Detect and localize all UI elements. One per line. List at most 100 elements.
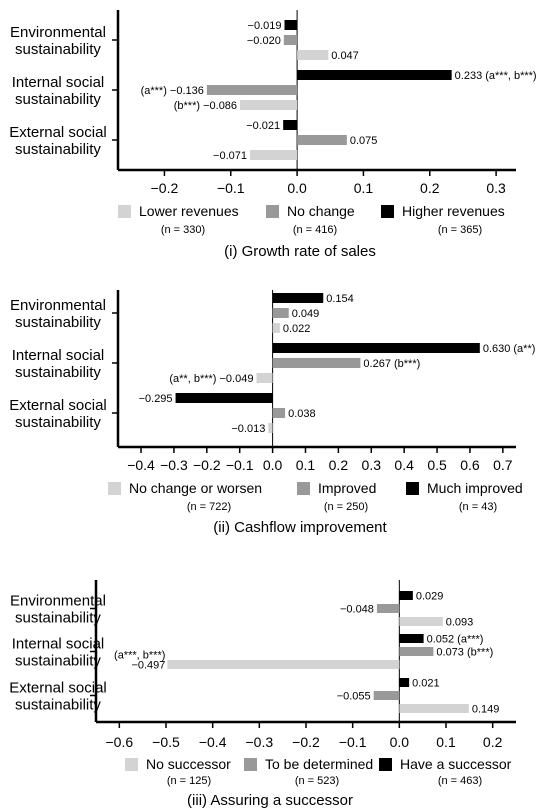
panel2-x-tick-label: 0.7 xyxy=(493,457,513,473)
panel1-data-label: 0.075 xyxy=(350,135,378,147)
panel3-x-tick-label: 0.1 xyxy=(436,734,456,750)
panel3-x-tick-label: −0.5 xyxy=(152,734,180,750)
panel3-legend-label: Have a successor xyxy=(400,756,512,772)
panel2-x-tick-label: −0.3 xyxy=(160,457,188,473)
panel3-category-label: sustainability xyxy=(15,653,101,670)
panel3-data-label: 0.073 (b***) xyxy=(436,647,493,659)
panel1-bar xyxy=(250,150,298,160)
panel2-data-label: 0.267 (b***) xyxy=(363,358,420,370)
panel2-x-tick-label: 0.3 xyxy=(362,457,382,473)
panel1-category-label: sustainability xyxy=(15,91,101,108)
panel1-legend-label: Higher revenues xyxy=(402,203,505,219)
panel3-category-label: Environmental xyxy=(10,593,106,610)
panel1-category-label: sustainability xyxy=(15,141,101,158)
panel2-legend-n: (n = 722) xyxy=(187,501,231,513)
panel1-bar xyxy=(240,100,298,110)
panel3-category-label: sustainability xyxy=(15,610,101,627)
panel3-x-tick-label: −0.2 xyxy=(292,734,320,750)
panel1-category-label: Internal social xyxy=(12,74,105,91)
panel3-legend-swatch xyxy=(244,758,257,771)
panel2-bar xyxy=(272,358,361,368)
panel3-x-tick-label: 0.2 xyxy=(483,734,503,750)
panel1-data-label: 0.233 (a***, b***) xyxy=(455,70,537,82)
panel2-data-label: 0.630 (a**) xyxy=(483,343,536,355)
panel2-x-tick-label: −0.1 xyxy=(226,457,254,473)
panel3-legend-swatch xyxy=(379,758,392,771)
panel3-bar xyxy=(373,691,400,700)
panel3-x-tick-label: −0.1 xyxy=(339,734,367,750)
panel3-x-tick-label: −0.3 xyxy=(246,734,274,750)
panel1-data-label: −0.020 xyxy=(247,35,281,47)
panel3-data-label: 0.021 xyxy=(412,678,440,690)
panel2-legend-swatch xyxy=(297,482,310,495)
panel1-category-label: External social xyxy=(9,124,107,141)
panel1-x-tick-label: 0.0 xyxy=(287,180,307,196)
panel2-category-label: External social xyxy=(9,397,107,414)
panel3-data-label: −0.055 xyxy=(337,691,371,703)
panel1-data-label: −0.071 xyxy=(213,150,247,162)
panel2-bar xyxy=(268,423,273,433)
panel1-x-tick-label: 0.1 xyxy=(354,180,374,196)
panel3-x-tick-label: −0.4 xyxy=(199,734,227,750)
panel2-x-tick-label: 0.6 xyxy=(460,457,480,473)
panel1-bar xyxy=(283,35,298,45)
panel2-bar xyxy=(272,343,480,353)
panel3-bar xyxy=(399,647,434,656)
panel1-category-label: Environmental xyxy=(10,24,106,41)
panel2-category-label: sustainability xyxy=(15,414,101,431)
panel3-bar xyxy=(399,634,424,643)
panel2-data-label: 0.022 xyxy=(283,323,311,335)
panel1-bar xyxy=(284,20,298,30)
panel3-legend-label: To be determined xyxy=(265,756,373,772)
panel2-legend-swatch xyxy=(108,482,121,495)
panel1-data-label: 0.047 xyxy=(331,50,359,62)
panel3-data-label: 0.029 xyxy=(416,591,444,603)
panel2-legend-swatch xyxy=(406,482,419,495)
panel1-data-label: −0.021 xyxy=(246,120,280,132)
panel3-legend-n: (n = 523) xyxy=(295,775,339,787)
panel3-category-label: Internal social xyxy=(12,636,105,653)
panel3-legend-n: (n = 125) xyxy=(167,775,211,787)
panel2-legend-label: No change or worsen xyxy=(129,480,262,496)
panel1-x-tick-label: −0.1 xyxy=(217,180,245,196)
panel3-data-label: −0.048 xyxy=(340,604,374,616)
panel2-x-tick-label: −0.4 xyxy=(127,457,155,473)
panel1-bar xyxy=(283,120,298,130)
panel2-data-label: 0.154 xyxy=(326,293,354,305)
panel1-legend-swatch xyxy=(266,205,279,218)
panel3-legend-label: No successor xyxy=(146,756,231,772)
panel2-x-tick-label: 0.1 xyxy=(296,457,316,473)
panel3-legend-swatch xyxy=(125,758,138,771)
panel1-x-tick-label: 0.2 xyxy=(420,180,440,196)
panel2-x-tick-label: −0.2 xyxy=(193,457,221,473)
panel3-bar xyxy=(399,704,469,713)
panel1-legend-swatch xyxy=(381,205,394,218)
panel1-category-label: sustainability xyxy=(15,41,101,58)
panel1-bar xyxy=(297,135,347,145)
panel2-bar xyxy=(272,293,324,303)
panel2-bar xyxy=(272,308,289,318)
panel2-x-tick-label: 0.4 xyxy=(394,457,414,473)
panel3-data-label: 0.149 xyxy=(472,704,500,716)
panel2-data-label: −0.013 xyxy=(231,423,265,435)
panel2-caption: (ii) Cashflow improvement xyxy=(213,519,387,536)
panel3-data-label: 0.093 xyxy=(446,617,474,629)
panel3-x-tick-label: 0.0 xyxy=(390,734,410,750)
panel3-caption: (iii) Assuring a successor xyxy=(187,792,353,809)
panel1-data-label: (b***) −0.086 xyxy=(174,100,237,112)
panel2-data-label: −0.295 xyxy=(139,393,173,405)
panel2-bar xyxy=(256,373,273,383)
panel2-x-tick-label: 0.2 xyxy=(329,457,349,473)
panel3-data-label: 0.052 (a***) xyxy=(427,634,484,646)
panel2-legend-n: (n = 250) xyxy=(324,501,368,513)
panel3-bar xyxy=(399,678,410,687)
panel3-bar xyxy=(167,660,400,669)
panel3-bar xyxy=(376,604,400,613)
panel3-bar xyxy=(399,591,413,600)
panel3-category-label: External social xyxy=(9,680,107,697)
panel2-bar xyxy=(272,408,286,418)
panel1-legend-label: No change xyxy=(287,203,355,219)
panel3-legend-n: (n = 463) xyxy=(438,775,482,787)
panel2-x-tick-label: 0.0 xyxy=(263,457,283,473)
panel1-data-label: −0.019 xyxy=(248,20,282,32)
